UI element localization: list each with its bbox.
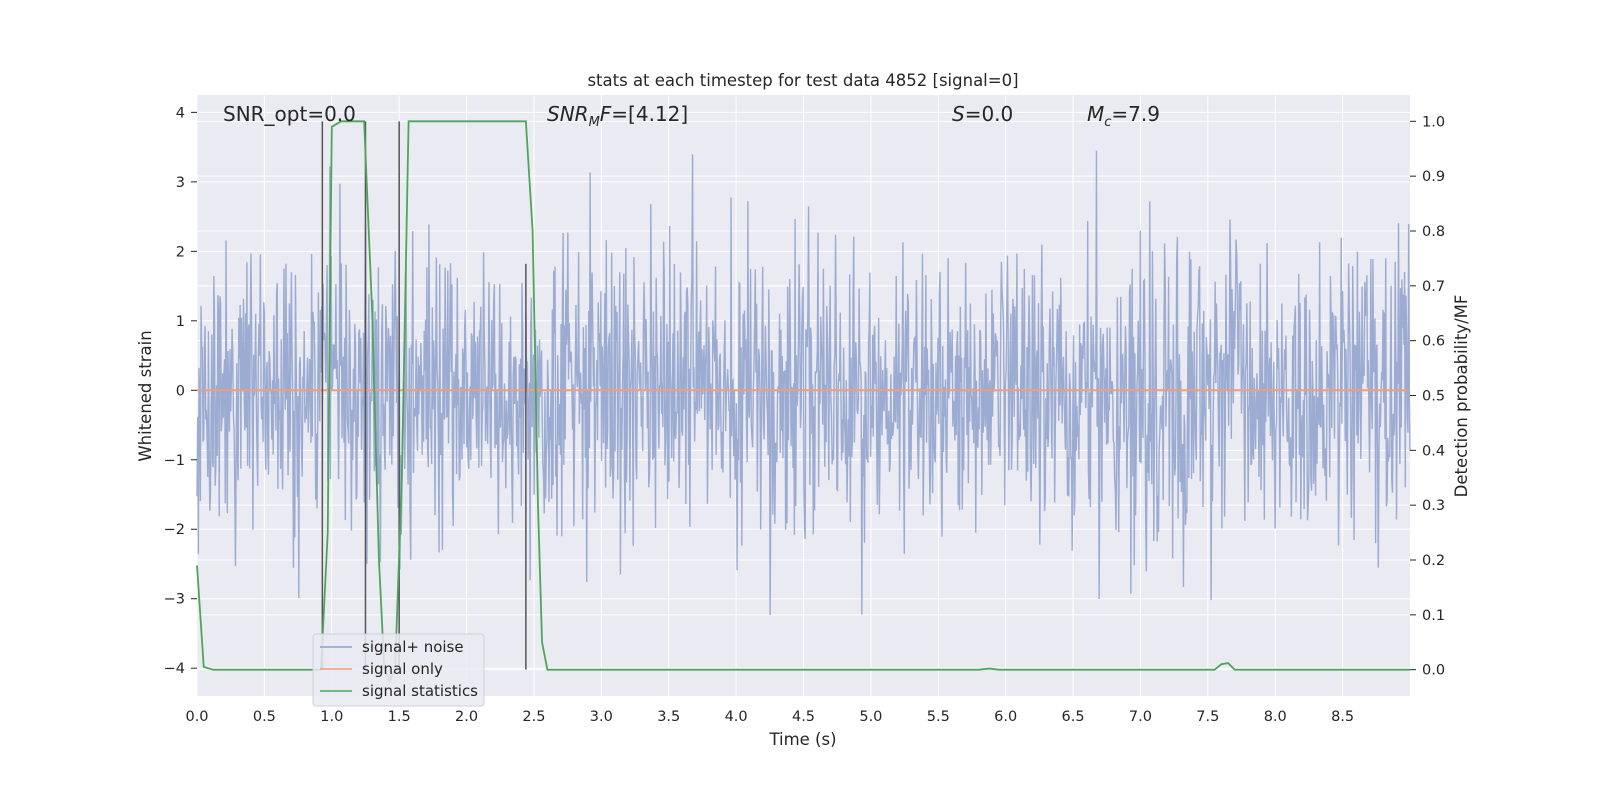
y2-tick-label: 0.4: [1422, 443, 1445, 459]
y-tick-label: 1: [176, 314, 185, 330]
y2-tick-label: 1.0: [1422, 114, 1445, 130]
x-tick-label: 8.0: [1264, 709, 1287, 725]
annotation-mc-subscript: c: [1104, 115, 1111, 130]
annotation-snr-mf-subscript: M: [589, 115, 600, 130]
x-tick-label: 8.5: [1331, 709, 1354, 725]
y-axis-label: Whitened strain: [136, 330, 155, 461]
tick-labels: 0.0 0.5 1.0 1.5 2.0 2.5 3.0 3.5 4.0 4.5 5.0 5.5 6.0 6…: [164, 105, 1445, 725]
y-tick-label: −4: [164, 661, 185, 677]
x-tick-label: 7.5: [1196, 709, 1219, 725]
y2-axis-label: Detection probability/MF: [1452, 295, 1471, 498]
x-tick-label: 1.0: [320, 709, 343, 725]
annotation-s-value: =0.0: [965, 102, 1014, 126]
y-tick-label: −2: [164, 522, 185, 538]
x-tick-label: 3.5: [657, 709, 680, 725]
signal-statistics-line: [196, 120, 1410, 683]
x-tick-label: 6.5: [1062, 709, 1085, 725]
y2-tick-label: 0.0: [1422, 663, 1445, 679]
y-tick-label: 0: [176, 383, 185, 399]
y-tick-label: 2: [176, 244, 185, 260]
y2-tick-label: 0.9: [1422, 169, 1445, 185]
annotation-snr-opt: SNR_opt=0.0: [223, 102, 356, 126]
y2-tick-label: 0.7: [1422, 279, 1445, 295]
x-tick-label: 2.5: [522, 709, 545, 725]
x-tick-label: 5.0: [859, 709, 882, 725]
annotation-s-symbol: S: [952, 102, 965, 126]
series-signal-statistics: [196, 120, 1410, 683]
x-tick-label: 3.0: [590, 709, 613, 725]
y2-tick-label: 0.5: [1422, 389, 1445, 405]
x-tick-label: 5.5: [927, 709, 950, 725]
legend: signal+ noise signal only signal statist…: [312, 633, 485, 707]
y-tick-label: −3: [164, 592, 185, 608]
x-tick-label: 4.0: [725, 709, 748, 725]
y-tick-label: 4: [176, 105, 185, 121]
annotation-s: S=0.0: [952, 102, 1013, 126]
y2-tick-label: 0.3: [1422, 498, 1445, 514]
y-tick-label: −1: [164, 453, 185, 469]
legend-label-signal-statistics: signal statistics: [362, 682, 478, 700]
annotation-snr-mf-symbol-rest: F: [600, 102, 612, 126]
y2-tick-label: 0.8: [1422, 224, 1445, 240]
x-axis-label: Time (s): [768, 730, 836, 749]
annotation-snr-mf-symbol: SNR: [547, 102, 589, 126]
x-tick-label: 6.0: [994, 709, 1017, 725]
x-tick-label: 1.5: [388, 709, 411, 725]
x-tick-label: 7.0: [1129, 709, 1152, 725]
annotation-mc-value: =7.9: [1111, 102, 1160, 126]
chart-title: stats at each timestep for test data 485…: [587, 71, 1018, 90]
y2-tick-label: 0.2: [1422, 553, 1445, 569]
y2-tick-label: 0.6: [1422, 334, 1445, 350]
annotation-mc: Mc=7.9: [1087, 102, 1160, 130]
x-tick-label: 2.0: [455, 709, 478, 725]
legend-box: [312, 633, 485, 707]
x-tick-label: 0.0: [185, 709, 208, 725]
legend-label-signal-noise: signal+ noise: [362, 638, 464, 656]
y2-tick-label: 0.1: [1422, 608, 1445, 624]
x-tick-label: 0.5: [253, 709, 276, 725]
annotation-mc-symbol: M: [1087, 102, 1104, 126]
annotation-snr-mf: SNRMF=[4.12]: [547, 102, 688, 130]
legend-label-signal-only: signal only: [362, 660, 443, 678]
annotation-snr-mf-value: =[4.12]: [611, 102, 688, 126]
x-tick-label: 4.5: [792, 709, 815, 725]
y-tick-label: 3: [176, 175, 185, 191]
